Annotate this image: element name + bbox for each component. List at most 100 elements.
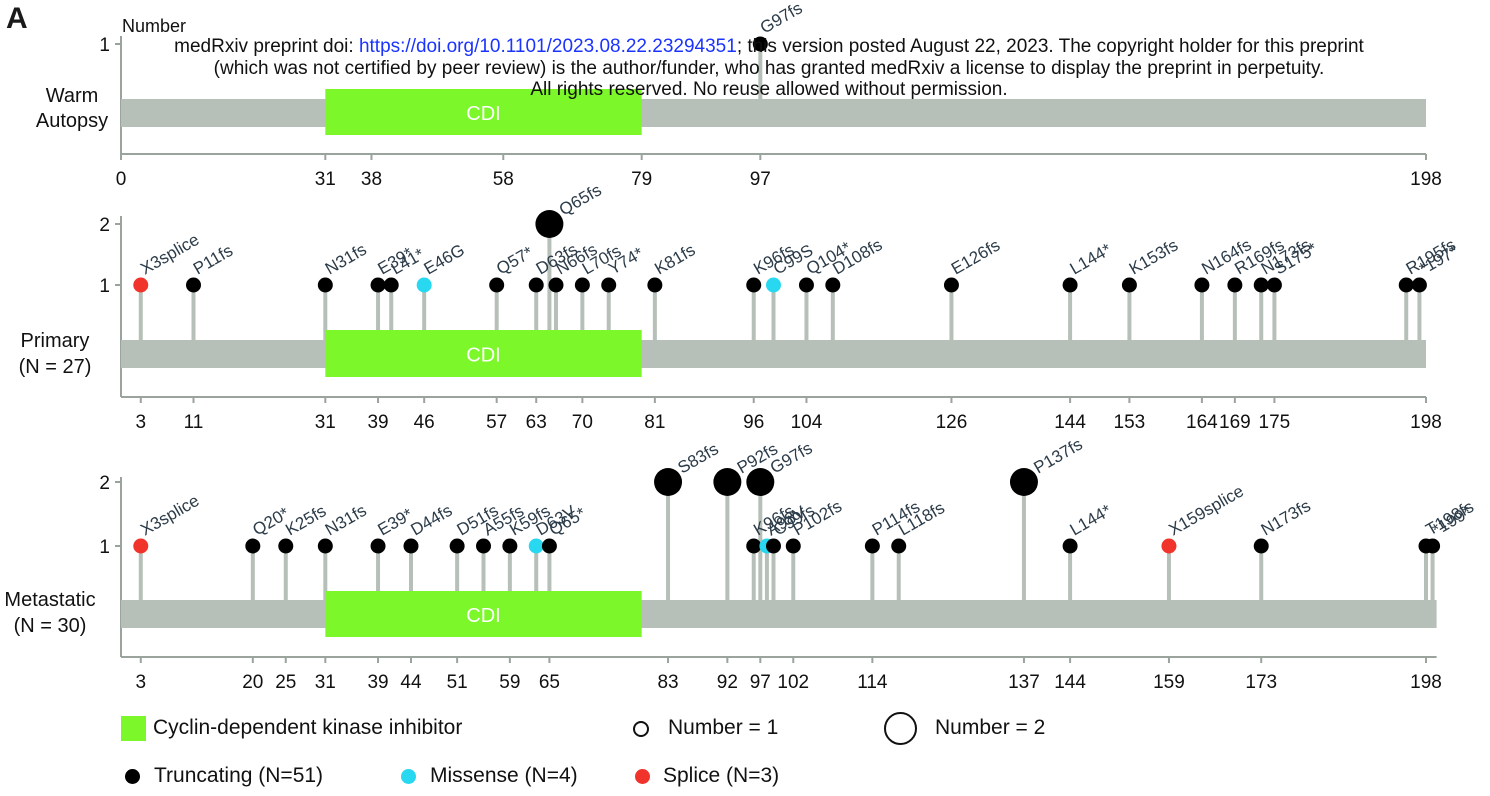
x-tick-label: 39 (367, 672, 388, 693)
legend-splice-label: Splice (N=3) (663, 764, 780, 787)
lollipop-head-truncating (891, 538, 907, 554)
header-prefix: medRxiv preprint doi: (174, 36, 359, 57)
x-tick-label: 137 (1008, 672, 1040, 693)
mutation-label: S83fs (675, 439, 722, 477)
lollipop-head-truncating (1121, 277, 1137, 293)
lollipop-head-truncating (746, 538, 762, 554)
lollipop-head-missense (528, 538, 544, 554)
lollipop-head-truncating (752, 36, 768, 52)
lollipop-head-splice (133, 538, 149, 554)
row-label: Autopsy (36, 110, 108, 132)
x-tick-label: 169 (1219, 412, 1251, 433)
protein-bar (121, 99, 1426, 127)
mutation-label: X3splice (137, 230, 202, 279)
x-tick-label: 164 (1186, 412, 1218, 433)
lollipop-head-truncating (245, 538, 261, 554)
mutation-label: N31fs (322, 501, 370, 540)
lollipop-head-truncating (1253, 538, 1269, 554)
x-tick-label: 159 (1153, 672, 1185, 693)
lollipop-head-truncating (548, 277, 564, 293)
x-tick-label: 11 (184, 412, 204, 433)
x-tick-label: 198 (1410, 169, 1442, 190)
lollipop-head-truncating (1009, 468, 1038, 496)
lollipop-head-truncating (476, 538, 491, 554)
lollipop-head-truncating (1062, 277, 1078, 293)
x-tick-label: 198 (1410, 672, 1442, 693)
mutation-label: K81fs (651, 240, 698, 278)
lollipop-head-splice (1161, 538, 1177, 554)
x-tick-label: 38 (361, 169, 382, 190)
lollipop-head-truncating (746, 468, 775, 496)
x-tick-label: 173 (1245, 672, 1277, 693)
y-axis-title: Number (122, 16, 186, 36)
x-tick-label: 44 (400, 672, 422, 693)
lollipop-head-truncating (1227, 277, 1243, 293)
preprint-header-line1: medRxiv preprint doi: https://doi.org/10… (0, 36, 1490, 58)
mutation-label: E126fs (948, 236, 1003, 279)
x-tick-label: 31 (315, 412, 336, 433)
x-tick-label: 198 (1410, 412, 1442, 433)
x-tick-label: 70 (572, 412, 593, 433)
x-tick-label: 51 (447, 672, 468, 693)
mutation-label: X3splice (137, 491, 202, 540)
x-tick-label: 96 (743, 412, 764, 433)
lollipop-head-truncating (370, 277, 386, 293)
lollipop-head-truncating (541, 538, 557, 554)
mutation-label: K153fs (1126, 236, 1181, 279)
row-label: Primary (21, 330, 90, 352)
cdi-domain (325, 89, 642, 135)
mutation-label: Q65fs (556, 180, 605, 219)
mutation-label: K25fs (282, 501, 329, 539)
x-tick-label: 81 (644, 412, 665, 433)
legend-truncating-label: Truncating (N=51) (154, 764, 324, 787)
number2-circle-icon (884, 712, 917, 745)
y-tick-label: 2 (99, 215, 110, 236)
domain-label: CDI (466, 103, 500, 125)
number1-circle-icon (633, 721, 649, 737)
header-suffix: ; this version posted August 22, 2023. T… (736, 36, 1364, 57)
protein-bar (121, 600, 1437, 628)
lollipop-head-truncating (574, 277, 590, 293)
x-tick-label: 144 (1054, 672, 1086, 693)
x-tick-label: 39 (367, 412, 388, 433)
lollipop-head-truncating (746, 277, 762, 293)
row-label: (N = 30) (14, 615, 87, 637)
x-tick-label: 25 (275, 672, 296, 693)
lollipop-head-truncating (864, 538, 880, 554)
protein-bar (121, 340, 1426, 368)
y-tick-label: 1 (99, 276, 110, 297)
preprint-header-line2: (which was not certified by peer review)… (213, 58, 1325, 79)
domain-swatch (121, 716, 146, 741)
row-label: Warm (46, 85, 99, 107)
lollipop-head-truncating (943, 277, 959, 293)
doi-link[interactable]: https://doi.org/10.1101/2023.08.22.23294… (358, 36, 737, 57)
x-tick-label: 59 (499, 672, 520, 693)
x-tick-label: 0 (116, 169, 127, 190)
lollipop-head-truncating (370, 538, 386, 554)
legend-missense-label: Missense (N=4) (430, 764, 578, 787)
domain-label: CDI (466, 605, 500, 627)
x-tick-label: 104 (791, 412, 823, 433)
lollipop-head-truncating (1411, 277, 1427, 293)
x-tick-label: 114 (857, 672, 888, 693)
lollipop-head-truncating (403, 538, 419, 554)
x-tick-label: 102 (777, 672, 809, 693)
row-label: Metastatic (4, 589, 95, 611)
lollipop-head-truncating (1266, 277, 1282, 293)
lollipop-head-missense (416, 277, 432, 293)
mutation-label: N31fs (322, 240, 370, 279)
lollipop-head-truncating (647, 277, 663, 293)
mutation-label: Q57* (493, 242, 536, 278)
lollipop-head-truncating (1253, 277, 1269, 293)
x-tick-label: 79 (631, 169, 652, 190)
x-tick-label: 3 (135, 672, 146, 693)
x-tick-label: 97 (750, 169, 771, 190)
lollipop-head-truncating (383, 277, 399, 293)
mutation-label: X159splice (1165, 481, 1247, 539)
x-tick-label: 58 (493, 169, 514, 190)
y-tick-label: 1 (99, 35, 110, 56)
cdi-domain (325, 330, 642, 377)
mutation-label: L144* (1067, 240, 1115, 279)
x-tick-label: 92 (717, 672, 738, 693)
legend-number1-label: Number = 1 (668, 716, 779, 739)
